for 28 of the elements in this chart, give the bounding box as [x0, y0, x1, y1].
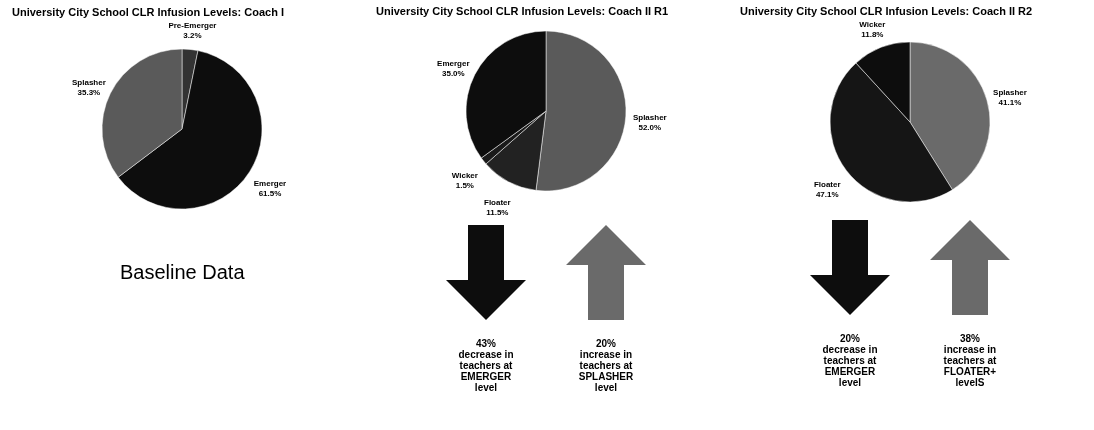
slice-label: Wicker [859, 20, 886, 30]
text: 20% increase in teachers at SPLASHER level [578, 338, 634, 393]
data-label: 61.5% [258, 189, 282, 199]
data-label: 11.8% [861, 30, 884, 40]
slice-label: Pre-Emerger [168, 20, 217, 30]
data-label: 35.0% [441, 68, 465, 78]
slice-label: Splasher [632, 112, 667, 122]
data-label: 47.1% [815, 189, 839, 199]
slice-label: Wicker [451, 171, 478, 181]
slice-label: Emerger [437, 58, 470, 68]
chart-title: University City School CLR Infusion Levels: Coach I [12, 5, 284, 18]
data-label: 35.3% [77, 87, 101, 97]
text: 20% decrease in teachers at EMERGER level [822, 333, 878, 388]
data-label: 11.5% [486, 207, 509, 217]
slice-label: Emerger [253, 179, 287, 189]
slice-label: Floater [484, 197, 511, 207]
slice-label: Floater [813, 179, 841, 189]
data-label: 1.5% [455, 181, 474, 191]
text: 43% decrease in teachers at EMERGER level [458, 338, 514, 393]
chart-title: University City School CLR Infusion Levels: Coach II R2 [740, 5, 1033, 18]
text: 38% increase in teachers at FLOATER+ levelS [943, 333, 997, 388]
slice-label: Splasher [72, 77, 106, 87]
data-label: 52.0% [638, 122, 662, 132]
slice-label: Splasher [993, 88, 1027, 98]
chart-title: University City School CLR Infusion Levels: Coach II R1 [376, 5, 669, 17]
data-label: 3.2% [183, 30, 202, 40]
text: Baseline Data [120, 261, 246, 284]
data-label: 41.1% [998, 98, 1022, 108]
